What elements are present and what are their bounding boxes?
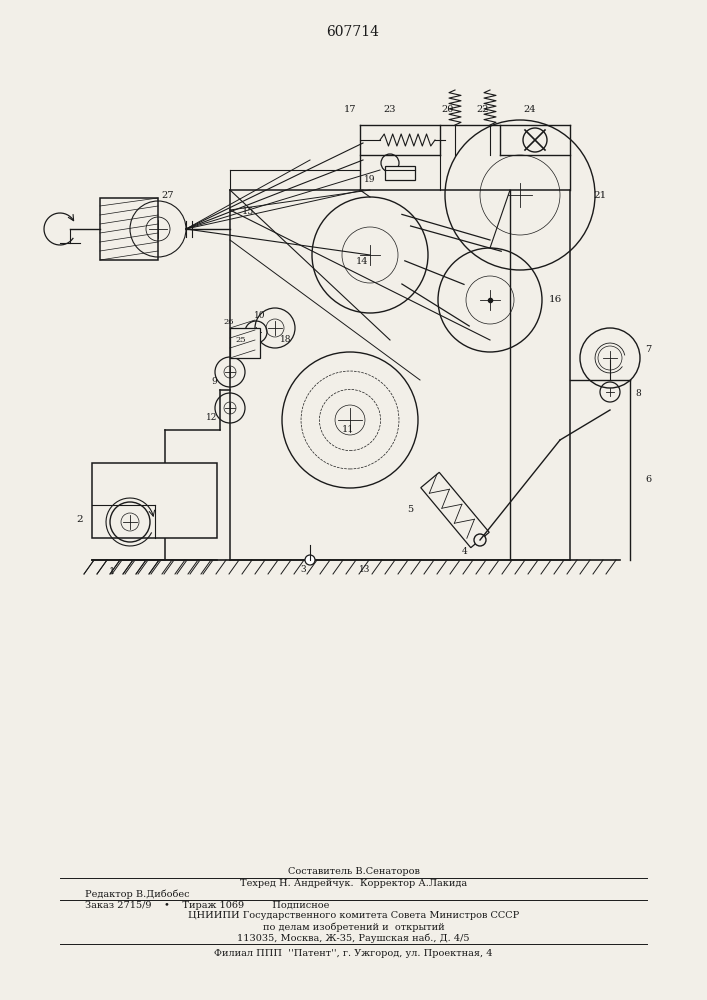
Text: 19: 19 (364, 176, 375, 184)
Text: Заказ 2715/9    •    Тираж 1069         Подписное: Заказ 2715/9 • Тираж 1069 Подписное (85, 900, 329, 910)
Text: 20: 20 (442, 105, 454, 114)
Text: по делам изобретений и  открытий: по делам изобретений и открытий (263, 922, 444, 932)
Text: 23: 23 (384, 105, 396, 114)
Text: Техред Н. Андрейчук.  Корректор А.Лакида: Техред Н. Андрейчук. Корректор А.Лакида (240, 879, 467, 888)
Text: 2: 2 (76, 516, 83, 524)
Text: 4: 4 (462, 548, 468, 556)
Text: 12: 12 (206, 414, 218, 422)
Text: 607714: 607714 (327, 25, 380, 39)
Bar (92, 463, 217, 538)
Text: 21: 21 (593, 190, 607, 200)
Text: 25: 25 (235, 336, 246, 344)
Text: 10: 10 (255, 312, 266, 320)
Text: 7: 7 (645, 346, 651, 355)
Text: 17: 17 (344, 105, 356, 114)
Text: 26: 26 (223, 318, 234, 326)
Circle shape (305, 555, 315, 565)
Text: 11: 11 (341, 426, 354, 434)
Circle shape (474, 534, 486, 546)
Text: 8: 8 (635, 389, 641, 398)
Text: Составитель В.Сенаторов: Составитель В.Сенаторов (288, 867, 419, 876)
Text: 1: 1 (109, 568, 115, 576)
Bar (230, 328, 260, 358)
Text: 6: 6 (645, 476, 651, 485)
Text: 9: 9 (211, 377, 217, 386)
Text: Филиал ППП  ''Патент'', г. Ужгород, ул. Проектная, 4: Филиал ППП ''Патент'', г. Ужгород, ул. П… (214, 948, 493, 958)
Text: 3: 3 (300, 566, 306, 574)
Text: 27: 27 (162, 190, 174, 200)
Text: 18: 18 (280, 336, 292, 344)
Text: 14: 14 (356, 257, 368, 266)
Text: 24: 24 (524, 105, 536, 114)
Text: 5: 5 (407, 506, 413, 514)
Text: 113035, Москва, Ж-35, Раушская наб., Д. 4/5: 113035, Москва, Ж-35, Раушская наб., Д. … (238, 933, 469, 943)
Text: 22: 22 (477, 105, 489, 114)
Text: 16: 16 (549, 296, 561, 304)
Text: ЦНИИПИ Государственного комитета Совета Министров СССР: ЦНИИПИ Государственного комитета Совета … (188, 912, 519, 920)
Text: 13: 13 (359, 566, 370, 574)
Text: 15: 15 (242, 208, 255, 217)
Polygon shape (421, 472, 489, 548)
Text: Редактор В.Дибобес: Редактор В.Дибобес (85, 889, 189, 899)
Bar (385, 166, 415, 180)
Bar (100, 198, 158, 260)
